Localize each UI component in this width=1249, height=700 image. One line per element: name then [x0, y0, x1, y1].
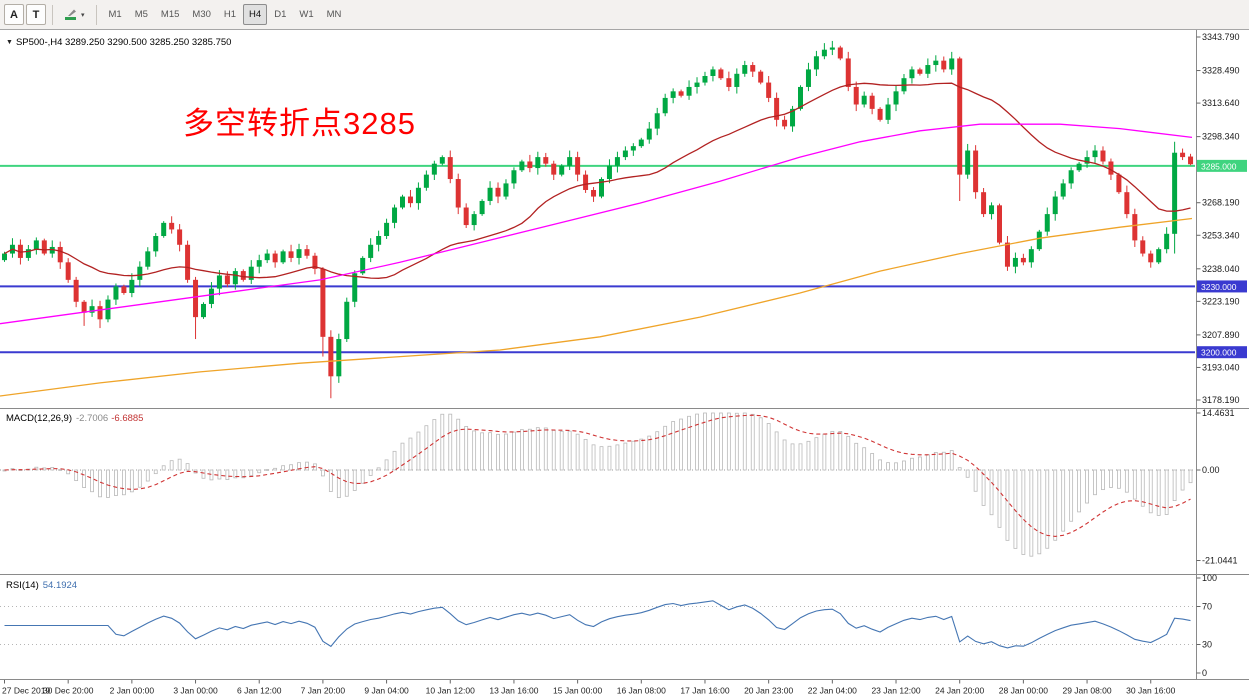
time-axis-label: 6 Jan 12:00: [237, 686, 282, 696]
rsi-axis-label: 100: [1202, 573, 1217, 583]
price-axis-label: 3207.890: [1202, 330, 1240, 340]
time-axis-label: 23 Jan 12:00: [871, 686, 920, 696]
time-axis-label: 22 Jan 04:00: [808, 686, 857, 696]
level-price-tag: 3230.000: [1197, 280, 1247, 293]
macd-indicator-title: MACD(12,26,9) -2.7006 -6.6885: [6, 413, 143, 424]
price-axis-label: 3268.190: [1202, 198, 1240, 208]
svg-text:3285.000: 3285.000: [1201, 161, 1237, 171]
rsi-value: 54.1924: [42, 580, 78, 591]
time-axis-label: 16 Jan 08:00: [617, 686, 666, 696]
chart-annotation[interactable]: 多空转折点3285: [183, 106, 416, 141]
time-axis-label: 15 Jan 00:00: [553, 686, 602, 696]
price-axis-label: 3343.790: [1202, 32, 1240, 42]
price-axis-label: 3223.190: [1202, 296, 1240, 306]
text-tool-button[interactable]: T: [26, 4, 46, 25]
level-price-tag: 3285.000: [1197, 159, 1247, 172]
time-axis-label: 17 Jan 16:00: [680, 686, 729, 696]
drawing-tool-icon: [64, 8, 78, 21]
rsi-title-label: RSI(14): [6, 580, 39, 591]
level-price-tag: 3200.000: [1197, 346, 1247, 359]
rsi-axis[interactable]: 100 70 30 0: [1196, 573, 1218, 678]
symbol-quote-text: SP500-,H4 3289.250 3290.500 3285.250 328…: [15, 37, 232, 48]
macd-axis-label: -21.0441: [1202, 555, 1238, 565]
timeframe-button-group: M1 M5 M15 M30 H1 H4 D1 W1 MN: [103, 4, 348, 25]
time-axis-label: 7 Jan 20:00: [301, 686, 346, 696]
chevron-down-icon: ▾: [81, 11, 85, 19]
rsi-axis-label: 0: [1202, 668, 1207, 678]
macd-main-value: -2.7006: [76, 413, 109, 424]
ma-mid-line: [0, 123, 1193, 325]
price-axis-label: 3313.640: [1202, 98, 1240, 108]
toolbar-separator: [95, 4, 97, 25]
time-axis-label: 30 Jan 16:00: [1126, 686, 1175, 696]
time-axis-label: 28 Jan 00:00: [999, 686, 1048, 696]
timeframe-m5-button[interactable]: M5: [129, 4, 154, 25]
price-axis[interactable]: 3343.790 3328.490 3313.640 3298.340 3268.190…: [1196, 32, 1240, 405]
time-axis-label: 20 Jan 23:00: [744, 686, 793, 696]
svg-text:3230.000: 3230.000: [1201, 282, 1237, 292]
macd-title-label: MACD(12,26,9): [6, 413, 72, 424]
toolbar-separator: [52, 4, 53, 25]
rsi-axis-label: 70: [1202, 602, 1212, 612]
chart-window: 3343.790 3328.490 3313.640 3298.340 3268.190…: [0, 30, 1249, 700]
time-axis-label: 10 Jan 12:00: [426, 686, 475, 696]
rsi-axis-label: 30: [1202, 640, 1212, 650]
svg-text:3200.000: 3200.000: [1201, 348, 1237, 358]
timeframe-h4-button[interactable]: H4: [243, 4, 268, 25]
macd-signal-value: -6.6885: [111, 413, 144, 424]
time-axis-label: 3 Jan 00:00: [173, 686, 218, 696]
price-axis-label: 3178.190: [1202, 395, 1240, 405]
rsi-line: [4, 600, 1191, 649]
time-axis-label: 9 Jan 04:00: [364, 686, 409, 696]
ma-slow-line: [0, 217, 1193, 397]
timeframe-w1-button[interactable]: W1: [293, 4, 319, 25]
macd-signal-line: [4, 414, 1191, 537]
timeframe-h1-button[interactable]: H1: [218, 4, 242, 25]
timeframe-m30-button[interactable]: M30: [186, 4, 216, 25]
time-axis-label: 29 Jan 08:00: [1062, 686, 1111, 696]
time-axis-label: 27 Dec 2019: [2, 686, 50, 696]
candles: [2, 40, 1194, 399]
timeframe-d1-button[interactable]: D1: [268, 4, 292, 25]
price-axis-label: 3298.340: [1202, 132, 1240, 142]
chart-canvas[interactable]: 3343.790 3328.490 3313.640 3298.340 3268.190…: [0, 30, 1249, 700]
timeframe-mn-button[interactable]: MN: [321, 4, 348, 25]
price-axis-label: 3253.340: [1202, 230, 1240, 240]
label-tool-button[interactable]: A: [4, 4, 24, 25]
macd-axis-label: 14.4631: [1202, 408, 1235, 418]
time-axis-label: 24 Jan 20:00: [935, 686, 984, 696]
timeframe-m1-button[interactable]: M1: [103, 4, 128, 25]
horizontal-level-lines[interactable]: [0, 164, 1195, 354]
symbol-quote-header: ▼ SP500-,H4 3289.250 3290.500 3285.250 32…: [6, 37, 231, 48]
time-axis-label: 30 Dec 20:00: [43, 686, 94, 696]
ma-fast-line: [4, 82, 1191, 279]
symbol-dropdown-icon[interactable]: ▼: [6, 39, 13, 46]
price-axis-label: 3238.040: [1202, 264, 1240, 274]
drawing-tool-dropdown[interactable]: ▾: [59, 4, 90, 25]
time-axis-label: 13 Jan 16:00: [489, 686, 538, 696]
price-axis-label: 3328.490: [1202, 66, 1240, 76]
time-axis-label: 2 Jan 00:00: [110, 686, 155, 696]
rsi-indicator-title: RSI(14) 54.1924: [6, 580, 77, 591]
macd-histogram: [2, 412, 1193, 557]
timeframe-m15-button[interactable]: M15: [155, 4, 185, 25]
macd-axis-label: 0.00: [1202, 465, 1220, 475]
price-axis-label: 3193.040: [1202, 362, 1240, 372]
macd-axis[interactable]: 14.4631 0.00 -21.0441: [1196, 408, 1238, 565]
